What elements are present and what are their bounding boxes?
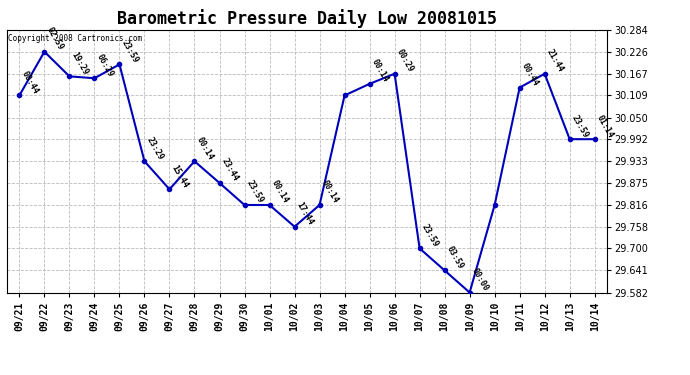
Text: 21:44: 21:44 [544, 48, 565, 74]
Text: 15:44: 15:44 [170, 163, 190, 189]
Text: 00:00: 00:00 [470, 266, 490, 292]
Text: 23:59: 23:59 [420, 222, 440, 248]
Text: 23:59: 23:59 [119, 38, 140, 64]
Text: 00:14: 00:14 [319, 179, 340, 205]
Text: 00:14: 00:14 [370, 58, 390, 84]
Text: Copyright 2008 Cartronics.com: Copyright 2008 Cartronics.com [8, 34, 142, 43]
Text: 00:29: 00:29 [395, 48, 415, 74]
Text: 23:59: 23:59 [570, 113, 590, 139]
Text: 00:14: 00:14 [195, 135, 215, 161]
Text: 23:29: 23:29 [144, 135, 165, 161]
Text: 23:59: 23:59 [244, 179, 265, 205]
Text: 03:59: 03:59 [444, 244, 465, 270]
Text: 23:44: 23:44 [219, 157, 240, 183]
Text: 00:14: 00:14 [270, 179, 290, 205]
Text: 02:59: 02:59 [44, 26, 65, 52]
Text: 06:29: 06:29 [95, 52, 115, 78]
Text: 19:29: 19:29 [70, 50, 90, 76]
Text: 01:14: 01:14 [595, 113, 615, 139]
Text: 00:44: 00:44 [520, 62, 540, 88]
Title: Barometric Pressure Daily Low 20081015: Barometric Pressure Daily Low 20081015 [117, 9, 497, 28]
Text: 17:44: 17:44 [295, 201, 315, 227]
Text: 00:44: 00:44 [19, 69, 40, 96]
